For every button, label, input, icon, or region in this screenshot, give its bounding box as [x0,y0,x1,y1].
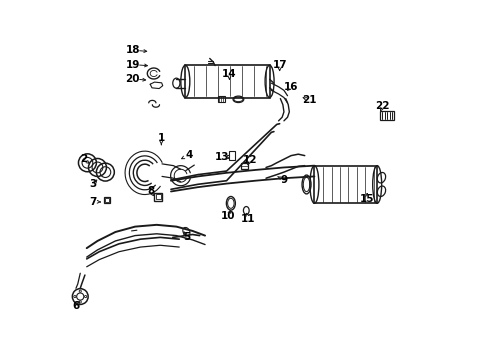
Text: 7: 7 [89,197,97,207]
Text: 1: 1 [157,133,164,143]
Bar [241,163,247,169]
Text: 4: 4 [185,150,192,160]
Text: 15: 15 [359,194,374,204]
Text: 17: 17 [272,60,286,70]
Text: 19: 19 [125,59,140,69]
Text: 8: 8 [146,186,154,197]
Bar [379,111,394,120]
Text: 16: 16 [284,82,298,92]
Text: 3: 3 [89,179,97,189]
Text: 12: 12 [242,155,257,165]
Text: 14: 14 [222,69,236,79]
Text: 10: 10 [221,211,235,221]
Text: 11: 11 [241,214,255,224]
Bar [104,197,110,203]
Text: 2: 2 [80,154,87,164]
Text: 22: 22 [375,102,389,112]
Text: 20: 20 [125,74,140,84]
Bar [229,150,234,159]
Bar [185,65,269,98]
Bar [154,193,162,201]
Bar [155,194,160,199]
Text: 18: 18 [125,45,140,55]
Bar [105,198,109,202]
Text: 21: 21 [302,95,316,105]
Bar [217,96,224,102]
Text: 9: 9 [280,175,287,185]
Text: 13: 13 [215,152,229,162]
Text: 5: 5 [183,232,190,242]
Text: 6: 6 [72,301,80,311]
Bar [314,166,376,203]
